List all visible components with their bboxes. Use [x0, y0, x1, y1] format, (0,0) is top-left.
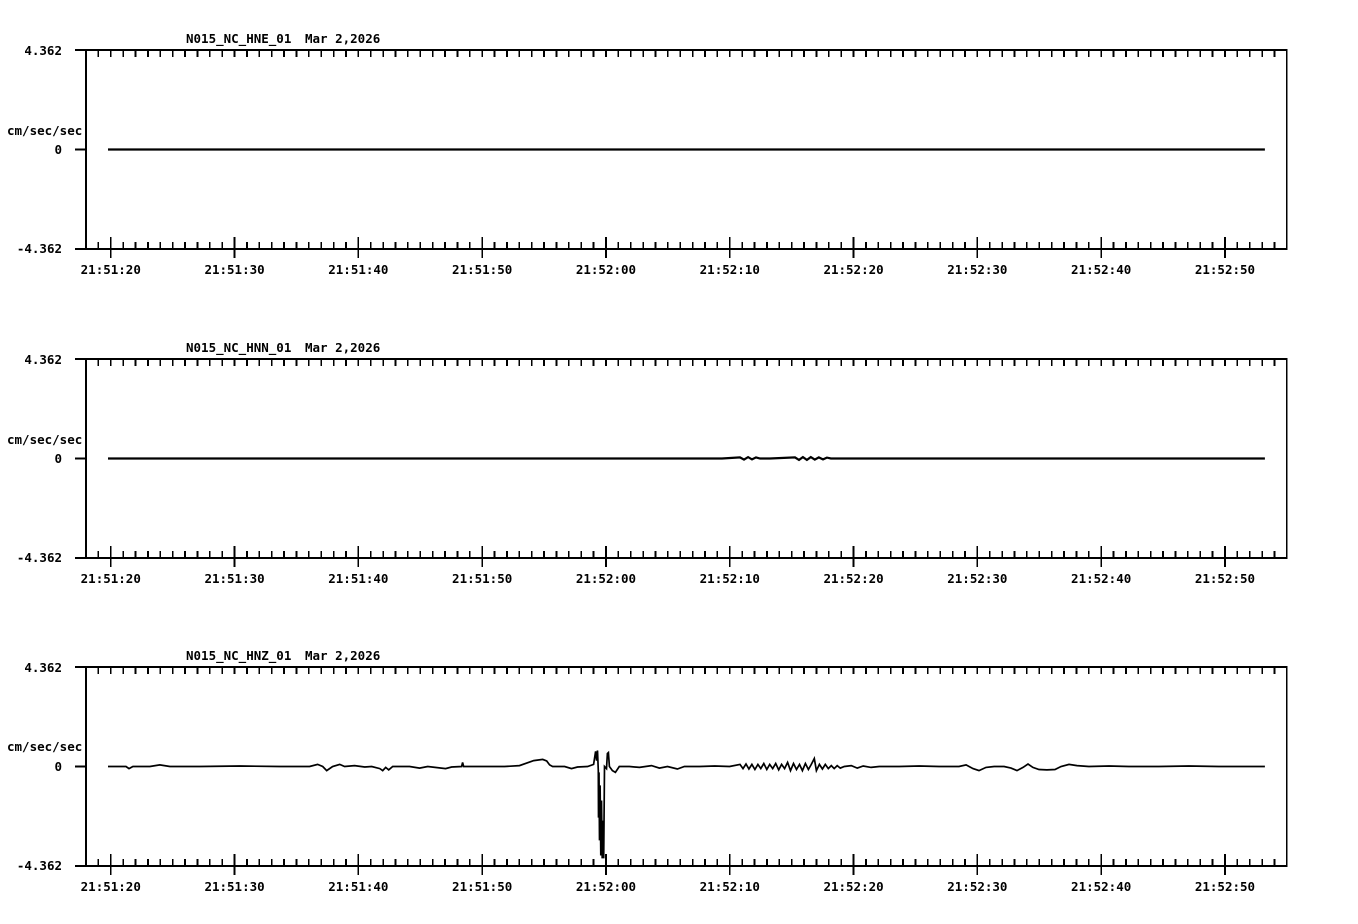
x-axis-tick-label: 21:52:20: [823, 570, 884, 586]
panel-hnz-yzero-label: 0: [54, 759, 62, 774]
x-axis-tick-label: 21:51:20: [80, 878, 141, 894]
x-axis-tick-label: 21:52:10: [699, 878, 760, 894]
panel-hne-yzero-label: 0: [54, 142, 62, 157]
panel-hne-ymin-label: -4.362: [16, 241, 62, 256]
panel-hne-y-units: cm/sec/sec: [7, 123, 83, 138]
panel-hne-title: N015_NC_HNE_01: [186, 31, 292, 46]
panel-hnz-ymax-label: 4.362: [24, 660, 62, 675]
x-axis-tick-label: 21:51:50: [452, 570, 513, 586]
x-axis-tick-label: 21:51:30: [204, 570, 265, 586]
x-axis-tick-label: 21:51:50: [452, 878, 513, 894]
x-axis-tick-label: 21:52:30: [947, 261, 1008, 277]
panel-hnn-yzero-label: 0: [54, 451, 62, 466]
x-axis-tick-label: 21:51:30: [204, 878, 265, 894]
panel-hnz-title: N015_NC_HNZ_01: [186, 648, 292, 663]
panel-n015-nc-hne-01: [75, 49, 1288, 258]
panel-hnn-y-units: cm/sec/sec: [7, 432, 83, 447]
panel-hne-ymax-label: 4.362: [24, 43, 62, 58]
x-axis-tick-label: 21:52:20: [823, 878, 884, 894]
x-axis-tick-label: 21:52:50: [1194, 878, 1256, 894]
panel-hne-date: Mar 2,2026: [305, 31, 381, 46]
x-axis-tick-label: 21:51:30: [204, 261, 265, 277]
x-axis-tick-label: 21:51:50: [452, 261, 513, 277]
panel-hnz-date: Mar 2,2026: [305, 648, 381, 663]
x-axis-tick-label: 21:52:50: [1194, 570, 1256, 586]
seismogram-trace-n015-nc-hnn-01: [108, 455, 1265, 462]
x-axis-tick-label: 21:52:20: [823, 261, 884, 277]
x-axis-tick-label: 21:51:40: [328, 570, 389, 586]
x-axis-tick-label: 21:51:40: [328, 878, 389, 894]
panel-hnn-ymax-label: 4.362: [24, 352, 62, 367]
panel-hnn-ymin-label: -4.362: [16, 550, 62, 565]
panel-n015-nc-hnz-01: [75, 666, 1288, 875]
x-axis-tick-label: 21:52:50: [1194, 261, 1256, 277]
x-axis-tick-label: 21:51:20: [80, 261, 141, 277]
x-axis-tick-label: 21:52:40: [1071, 878, 1132, 894]
x-axis-tick-label: 21:52:40: [1071, 261, 1132, 277]
panel-hnz-ymin-label: -4.362: [16, 858, 62, 873]
x-axis-tick-label: 21:52:00: [575, 261, 637, 277]
x-axis-tick-label: 21:52:30: [947, 570, 1008, 586]
x-axis-tick-label: 21:52:10: [699, 570, 760, 586]
x-axis-tick-label: 21:52:00: [575, 570, 637, 586]
panel-hnn-date: Mar 2,2026: [305, 340, 381, 355]
seismogram-trace-n015-nc-hnz-01: [108, 750, 1265, 859]
x-axis-tick-label: 21:52:30: [947, 878, 1008, 894]
x-axis-tick-label: 21:52:40: [1071, 570, 1132, 586]
panel-n015-nc-hnn-01: [75, 358, 1288, 567]
panel-hnn-title: N015_NC_HNN_01: [186, 340, 292, 355]
x-axis-tick-label: 21:52:10: [699, 261, 760, 277]
x-axis-tick-label: 21:52:00: [575, 878, 637, 894]
x-axis-tick-label: 21:51:40: [328, 261, 389, 277]
x-axis-tick-label: 21:51:20: [80, 570, 141, 586]
panel-hnz-y-units: cm/sec/sec: [7, 739, 83, 754]
